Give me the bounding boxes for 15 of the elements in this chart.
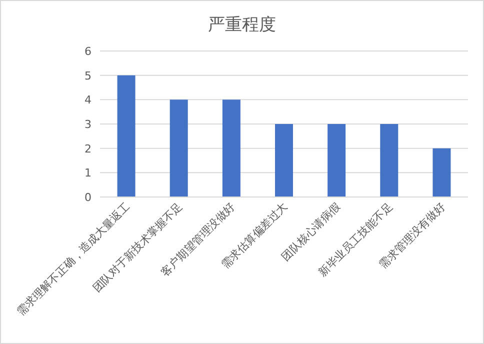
- bar: [222, 100, 240, 197]
- bar: [117, 75, 136, 197]
- bar: [432, 148, 451, 197]
- y-tick-label: 2: [84, 142, 92, 156]
- y-tick-label: 3: [84, 118, 92, 131]
- y-tick-label: 0: [84, 191, 92, 204]
- y-tick-label: 6: [84, 45, 92, 58]
- y-tick-label: 4: [84, 94, 92, 107]
- y-tick-label: 5: [84, 69, 92, 82]
- chart-title: 严重程度: [208, 15, 276, 35]
- bar: [328, 124, 346, 197]
- y-tick-label: 1: [84, 166, 92, 180]
- bar: [380, 124, 398, 197]
- bar: [275, 124, 293, 197]
- bar: [170, 100, 188, 197]
